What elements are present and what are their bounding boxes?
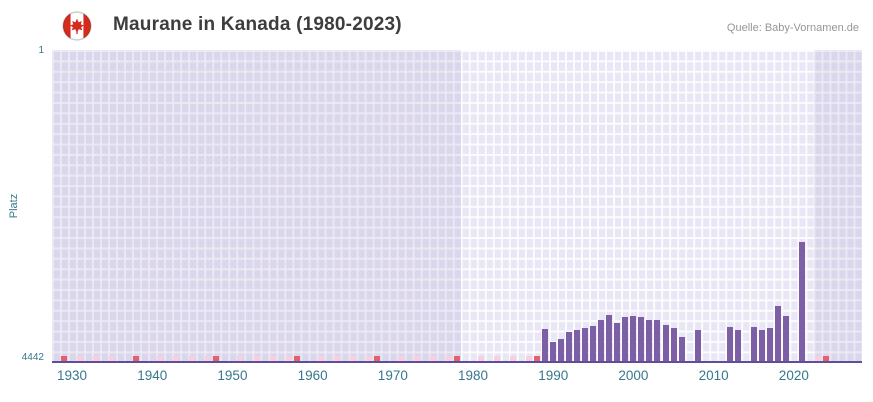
no-data-marker-pink: [253, 356, 260, 362]
no-data-marker-pink: [397, 356, 404, 362]
no-data-marker-pink: [349, 356, 356, 362]
no-data-marker-pink: [413, 356, 420, 362]
no-data-marker-pink: [445, 356, 452, 362]
rank-bar[interactable]: [734, 330, 741, 362]
rank-bar[interactable]: [798, 241, 805, 362]
source-credit: Quelle: Baby-Vornamen.de: [726, 22, 859, 34]
rank-bar[interactable]: [590, 326, 597, 362]
plot-area: [52, 50, 862, 362]
rank-bar[interactable]: [694, 330, 701, 362]
no-data-marker-pink: [109, 356, 116, 362]
no-data-marker-pink: [77, 356, 84, 362]
x-tick-label: 1940: [137, 368, 168, 383]
no-data-marker-pink: [365, 356, 372, 362]
x-tick-label: 1970: [377, 368, 408, 383]
rank-bar[interactable]: [630, 315, 637, 362]
x-tick-label: 1930: [57, 368, 88, 383]
y-tick-bottom: 4442: [21, 352, 44, 363]
rank-bar[interactable]: [550, 341, 557, 362]
no-data-marker-pink: [285, 356, 292, 362]
x-axis-line: [52, 361, 862, 363]
x-tick-label: 2000: [618, 368, 649, 383]
y-tick-top: 1: [38, 45, 44, 56]
no-data-marker-pink: [237, 356, 244, 362]
rank-bar[interactable]: [750, 326, 757, 362]
rank-bar[interactable]: [598, 320, 605, 362]
no-data-marker-red: [454, 356, 460, 362]
x-tick-label: 1960: [297, 368, 328, 383]
rank-bar[interactable]: [614, 323, 621, 362]
no-data-marker-pink: [189, 356, 196, 362]
rank-bar[interactable]: [774, 305, 781, 362]
x-axis-ticks: 1930 1940 1950 1960 1970 1980 1990 2000 2010 2020: [0, 368, 873, 388]
rank-bar[interactable]: [558, 338, 565, 362]
rank-bar[interactable]: [606, 314, 613, 362]
x-tick-label: 2010: [698, 368, 729, 383]
rank-bar[interactable]: [574, 330, 581, 362]
x-tick-label: 1990: [538, 368, 569, 383]
rank-bar[interactable]: [758, 329, 765, 362]
rank-bar[interactable]: [782, 315, 789, 362]
x-tick-label: 1950: [217, 368, 248, 383]
rank-bar[interactable]: [582, 328, 589, 362]
y-axis-label: Platz: [8, 193, 20, 219]
x-tick-label: 1980: [458, 368, 489, 383]
no-data-marker-pink: [269, 356, 276, 362]
no-data-marker-pink: [478, 356, 485, 362]
rank-bar[interactable]: [542, 328, 549, 362]
no-data-marker-pink: [317, 356, 324, 362]
rank-bar[interactable]: [662, 324, 669, 362]
no-data-marker-red: [822, 356, 829, 362]
rank-bar[interactable]: [766, 328, 773, 362]
no-data-marker-pink: [205, 356, 212, 362]
rank-bar[interactable]: [654, 320, 661, 362]
no-data-marker-pink: [814, 356, 821, 362]
rank-bar[interactable]: [638, 316, 645, 362]
no-data-marker-red: [213, 356, 220, 362]
no-data-marker-pink: [510, 356, 517, 362]
rank-bar[interactable]: [678, 336, 685, 362]
no-data-marker-pink: [333, 356, 340, 362]
rank-bar[interactable]: [622, 316, 629, 362]
no-data-marker-red: [373, 356, 380, 362]
no-data-marker-red: [534, 356, 541, 362]
x-tick-label: 2020: [778, 368, 809, 383]
no-data-marker-pink: [157, 356, 164, 362]
no-data-marker-pink: [173, 356, 180, 362]
no-data-marker-red: [133, 356, 140, 362]
rank-bar[interactable]: [670, 328, 677, 362]
no-data-marker-pink: [429, 356, 436, 362]
out-of-range-shade: [52, 50, 461, 362]
rank-bar[interactable]: [726, 327, 733, 362]
rank-bar[interactable]: [566, 332, 573, 362]
no-data-marker-pink: [494, 356, 501, 362]
page-title: Maurane in Kanada (1980-2023): [113, 14, 402, 35]
no-data-marker-pink: [526, 356, 533, 362]
no-data-marker-pink: [93, 356, 100, 362]
out-of-range-shade: [813, 50, 862, 362]
no-data-marker-red: [61, 356, 68, 362]
canada-flag-icon: [62, 11, 92, 41]
rank-bar[interactable]: [646, 319, 653, 362]
no-data-marker-red: [293, 356, 300, 362]
